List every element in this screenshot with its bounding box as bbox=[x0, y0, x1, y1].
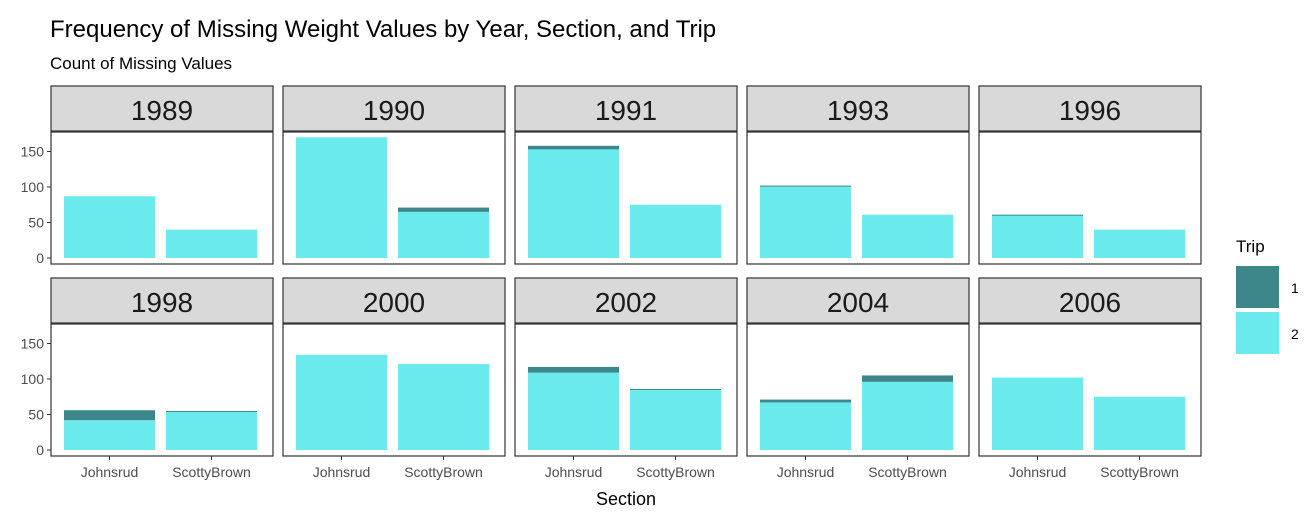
facet-strip bbox=[50, 85, 274, 132]
chart-subtitle: Count of Missing Values bbox=[50, 54, 233, 73]
bar-trip-1 bbox=[398, 207, 489, 212]
facet-strip-label: 2006 bbox=[1059, 287, 1121, 318]
x-tick-label: ScottyBrown bbox=[404, 464, 483, 480]
bar-trip-1 bbox=[64, 410, 155, 421]
y-tick-label: 0 bbox=[36, 250, 44, 266]
y-tick-label: 100 bbox=[21, 371, 45, 387]
bar-trip-2 bbox=[166, 411, 257, 450]
x-tick-label: ScottyBrown bbox=[1100, 464, 1179, 480]
bar-trip-1 bbox=[862, 375, 953, 382]
x-tick-label: Johnsrud bbox=[313, 464, 371, 480]
bar-trip-2 bbox=[296, 354, 387, 450]
facet-strip bbox=[50, 277, 274, 324]
y-tick-label: 0 bbox=[36, 442, 44, 458]
bar-trip-1 bbox=[528, 366, 619, 373]
bar-trip-2 bbox=[296, 137, 387, 258]
bar-trip-1 bbox=[760, 399, 851, 403]
x-tick-label: ScottyBrown bbox=[172, 464, 251, 480]
x-tick-label: ScottyBrown bbox=[868, 464, 947, 480]
legend-key bbox=[1236, 266, 1279, 308]
chart-title: Frequency of Missing Weight Values by Ye… bbox=[50, 16, 717, 43]
bar-trip-1 bbox=[992, 214, 1083, 216]
x-tick-label: Johnsrud bbox=[81, 464, 139, 480]
facet-strip-label: 1996 bbox=[1059, 95, 1121, 126]
bar-trip-2 bbox=[760, 402, 851, 450]
bar-trip-2 bbox=[1094, 229, 1185, 258]
facet-strip-label: 1993 bbox=[827, 95, 889, 126]
x-axis-title: Section bbox=[596, 489, 656, 509]
bar-trip-2 bbox=[1094, 396, 1185, 450]
bar-trip-2 bbox=[760, 186, 851, 258]
legend-title: Trip bbox=[1236, 237, 1265, 256]
facet-strip-label: 2004 bbox=[827, 287, 889, 318]
facet-strip bbox=[746, 85, 970, 132]
facet-strip-label: 1989 bbox=[131, 95, 193, 126]
bar-trip-1 bbox=[528, 145, 619, 150]
y-tick-label: 100 bbox=[21, 179, 45, 195]
x-tick-label: ScottyBrown bbox=[636, 464, 715, 480]
facet-strip bbox=[746, 277, 970, 324]
facet-strip bbox=[514, 277, 738, 324]
bar-trip-1 bbox=[630, 388, 721, 390]
facet-strip-label: 1990 bbox=[363, 95, 425, 126]
y-tick-label: 150 bbox=[21, 336, 45, 352]
bar-trip-2 bbox=[64, 196, 155, 258]
legend-label: 2 bbox=[1291, 326, 1299, 342]
bar-trip-2 bbox=[992, 377, 1083, 450]
facet-strip-label: 1998 bbox=[131, 287, 193, 318]
bar-trip-1 bbox=[760, 185, 851, 187]
bar-trip-2 bbox=[528, 372, 619, 450]
facet-strip bbox=[282, 277, 506, 324]
legend-label: 1 bbox=[1291, 280, 1299, 296]
x-tick-label: Johnsrud bbox=[545, 464, 603, 480]
facet-strip bbox=[514, 85, 738, 132]
legend-key bbox=[1236, 312, 1279, 354]
bar-trip-2 bbox=[528, 149, 619, 258]
bar-trip-2 bbox=[398, 211, 489, 258]
x-tick-label: Johnsrud bbox=[1009, 464, 1067, 480]
x-tick-label: Johnsrud bbox=[777, 464, 835, 480]
bar-trip-2 bbox=[64, 420, 155, 450]
bar-trip-2 bbox=[166, 229, 257, 258]
bar-trip-1 bbox=[166, 410, 257, 412]
bar-trip-2 bbox=[630, 204, 721, 258]
bar-trip-2 bbox=[398, 364, 489, 450]
y-tick-label: 150 bbox=[21, 144, 45, 160]
facet-strip-label: 2000 bbox=[363, 287, 425, 318]
bar-trip-2 bbox=[992, 215, 1083, 258]
bar-trip-2 bbox=[862, 381, 953, 450]
facet-strip bbox=[978, 85, 1202, 132]
facet-strip bbox=[282, 85, 506, 132]
y-tick-label: 50 bbox=[28, 407, 44, 423]
facet-strip-label: 2002 bbox=[595, 287, 657, 318]
bar-trip-2 bbox=[630, 389, 721, 450]
y-tick-label: 50 bbox=[28, 215, 44, 231]
facet-strip-label: 1991 bbox=[595, 95, 657, 126]
bar-trip-2 bbox=[862, 214, 953, 258]
facet-strip bbox=[978, 277, 1202, 324]
